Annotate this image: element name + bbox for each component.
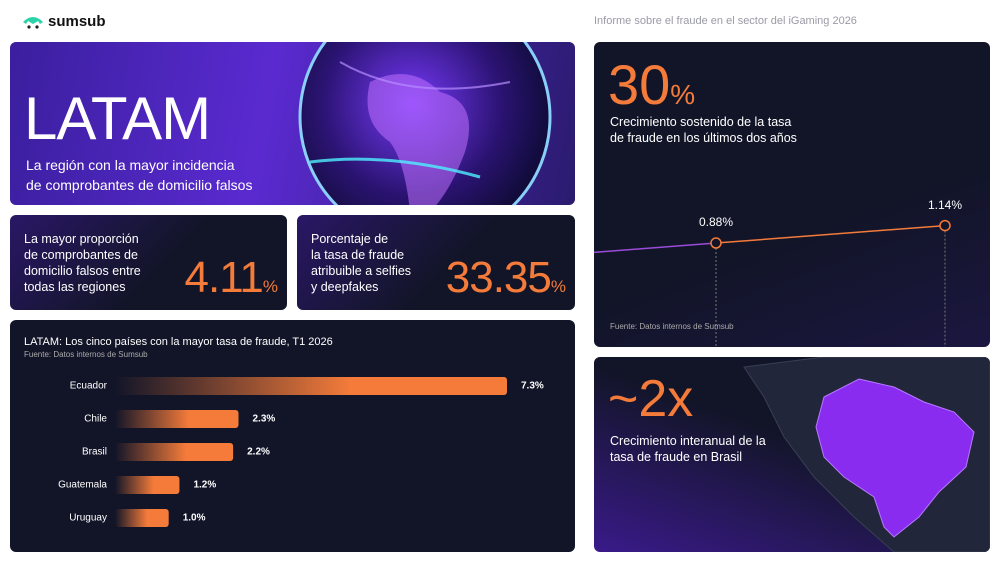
logo-icon	[23, 17, 43, 29]
category-label: Guatemala	[58, 480, 107, 491]
category-label: Ecuador	[70, 381, 108, 392]
line-chart: 0.88% 1.14%	[594, 198, 962, 347]
stat-line: de comprobantes de	[24, 248, 138, 262]
brazil-line: Crecimiento interanual de la	[610, 434, 766, 448]
stat-unit: %	[550, 277, 566, 296]
value-label: 7.3%	[521, 381, 544, 392]
growth-card: 30% Crecimiento sostenido de la tasa de …	[594, 42, 990, 347]
hero-card: LATAM La región con la mayor incidencia …	[10, 42, 575, 205]
stat-value-wrap: 33.35%	[445, 253, 566, 303]
bar-chart-card: LATAM: Los cinco países con la mayor tas…	[10, 320, 575, 552]
bar-chart: Ecuador 7.3% Chile 2.3% Brasil 2.2% Guatemala 1…	[58, 377, 544, 527]
value-label: 2.3%	[253, 414, 276, 425]
stat-value: 4.11	[184, 253, 264, 302]
chart-title: LATAM: Los cinco países con la mayor tas…	[24, 336, 333, 348]
brazil-text: Crecimiento interanual de la tasa de fra…	[610, 433, 766, 465]
brazil-line: tasa de fraude en Brasil	[610, 450, 743, 464]
line	[715, 224, 946, 244]
stat-text: La mayor proporción de comprobantes de d…	[24, 231, 141, 295]
stat-line: Porcentaje de	[311, 232, 389, 246]
category-label: Uruguay	[69, 513, 107, 524]
bar	[115, 509, 169, 527]
growth-line: Crecimiento sostenido de la tasa	[610, 115, 792, 129]
point-label: 0.88%	[699, 215, 733, 229]
hero-title: LATAM	[24, 85, 211, 152]
growth-value-wrap: 30%	[608, 52, 695, 117]
stat-value: 33.35	[445, 253, 552, 302]
stat-card: Porcentaje de la tasa de fraude atribuib…	[297, 215, 575, 310]
stat-line: atribuible a selfies	[311, 264, 412, 278]
value-label: 2.2%	[247, 447, 270, 458]
growth-unit: %	[670, 79, 696, 110]
hero-subtitle: La región con la mayor incidencia de com…	[26, 155, 252, 195]
value-label: 1.2%	[193, 480, 216, 491]
stat-line: La mayor proporción	[24, 232, 139, 246]
value-label: 1.0%	[183, 513, 206, 524]
growth-source: Fuente: Datos internos de Sumsub	[610, 322, 734, 331]
report-title: Informe sobre el fraude en el sector del…	[594, 15, 857, 27]
stat-line: domicilio falsos entre	[24, 264, 141, 278]
bar	[115, 476, 180, 494]
subtitle-line: La región con la mayor incidencia	[26, 157, 235, 173]
bar	[115, 443, 234, 461]
growth-text: Crecimiento sostenido de la tasa de frau…	[610, 114, 797, 146]
stat-value-wrap: 4.11%	[184, 253, 279, 303]
map	[743, 357, 990, 552]
stat-card: La mayor proporción de comprobantes de d…	[10, 215, 287, 310]
brazil-card: ~2x Crecimiento interanual de la tasa de…	[594, 357, 990, 552]
growth-value: 30	[608, 53, 671, 116]
category-label: Chile	[84, 414, 107, 425]
brand: sumsub	[48, 13, 106, 30]
growth-line: de fraude en los últimos dos años	[610, 131, 797, 145]
stat-line: todas las regiones	[24, 280, 126, 294]
stat-text: Porcentaje de la tasa de fraude atribuib…	[311, 231, 411, 295]
globe	[298, 42, 552, 205]
chart-source: Fuente: Datos internos de Sumsub	[24, 350, 148, 359]
stat-unit: %	[262, 277, 278, 296]
bar	[115, 410, 239, 428]
point	[710, 237, 722, 249]
brazil-value: ~2x	[608, 370, 694, 428]
category-label: Brasil	[82, 447, 107, 458]
line-lead	[594, 242, 717, 254]
point-label: 1.14%	[928, 198, 962, 212]
bar	[115, 377, 508, 395]
subtitle-line: de comprobantes de domicilio falsos	[26, 177, 253, 193]
point	[939, 219, 951, 232]
stat-line: la tasa de fraude	[311, 248, 405, 262]
stat-line: y deepfakes	[311, 280, 379, 294]
